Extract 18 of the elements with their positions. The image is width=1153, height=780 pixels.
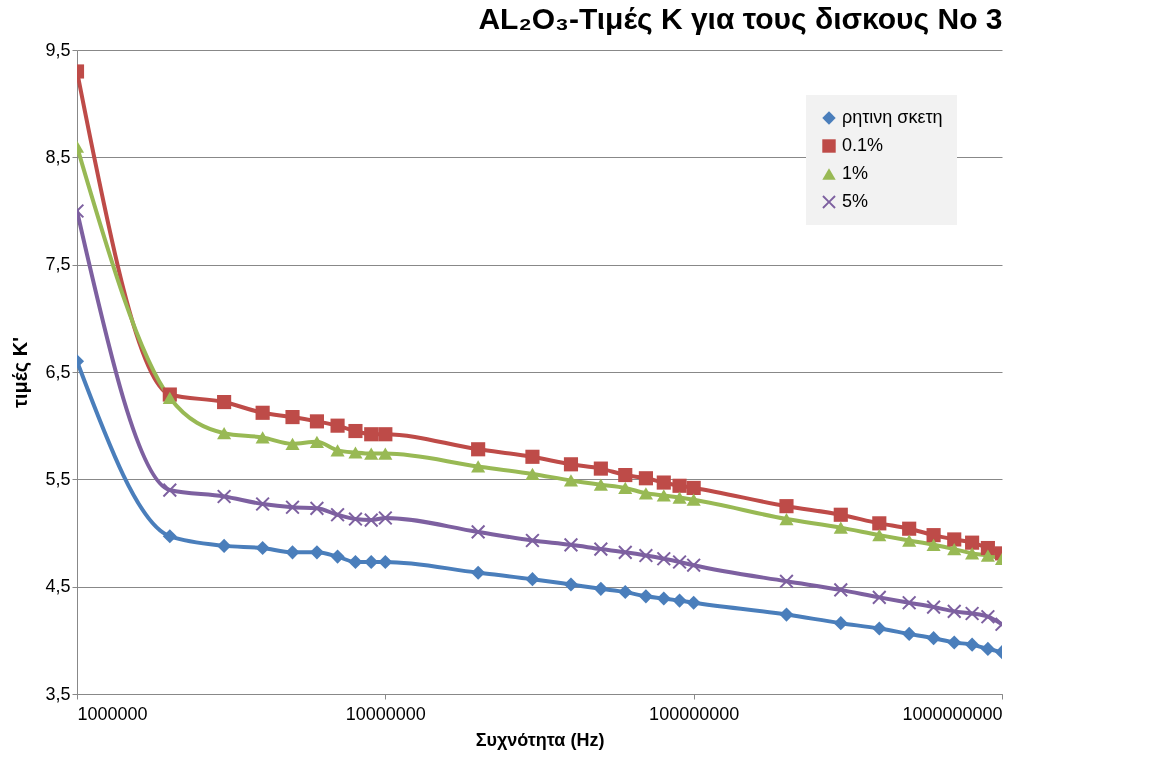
x-tick-label: 10000000 — [345, 703, 426, 724]
y-tick-label: 7,5 — [45, 254, 71, 275]
chart-title: AL₂O₃-Τιμές Κ για τους δισκους Νο 3 — [478, 2, 1003, 35]
x-tick-label: 1000000 — [77, 703, 148, 724]
legend-label: 5% — [842, 191, 869, 211]
legend-label: 0.1% — [842, 135, 884, 155]
legend-label: 1% — [842, 163, 869, 183]
x-axis-title: Συχνότητα (Hz) — [475, 729, 605, 750]
y-tick-label: 9,5 — [45, 39, 71, 60]
y-tick-label: 6,5 — [45, 361, 71, 382]
y-tick-label: 3,5 — [45, 683, 71, 704]
y-tick-label: 4,5 — [45, 576, 71, 597]
y-tick-label: 5,5 — [45, 468, 71, 489]
legend-label: ρητινη σκετη — [842, 107, 943, 127]
y-tick-label: 8,5 — [45, 146, 71, 167]
x-tick-label: 1000000000 — [902, 703, 1003, 724]
y-axis-title: τιμές Κ' — [9, 337, 32, 408]
x-tick-label: 100000000 — [649, 703, 740, 724]
